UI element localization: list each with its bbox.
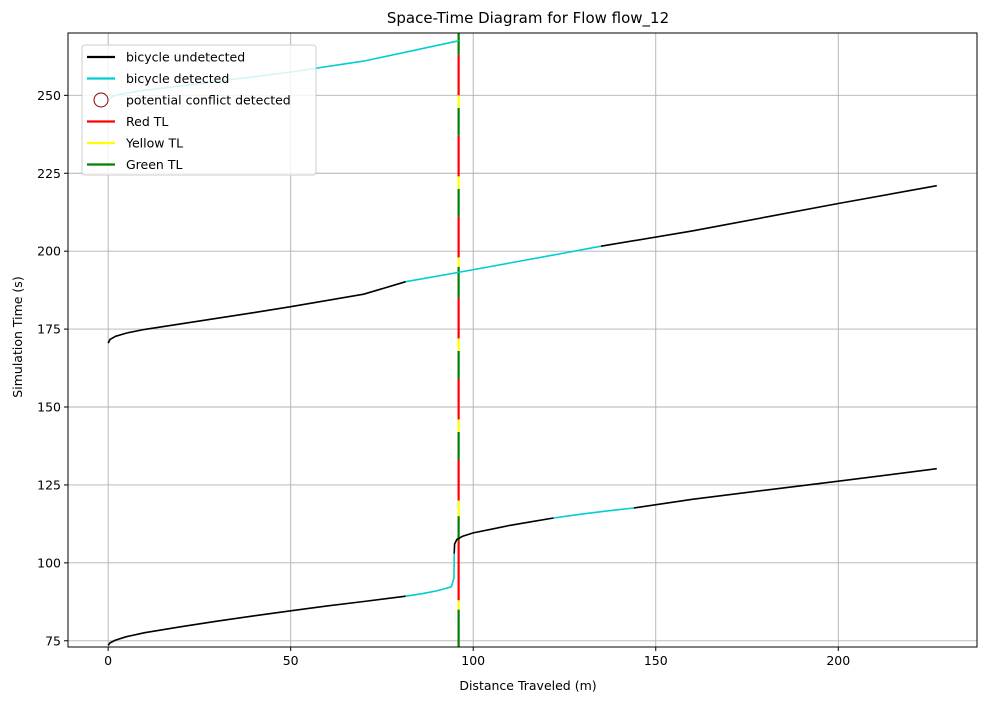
legend-conflict-marker [93, 92, 109, 108]
y-tick-label: 150 [37, 400, 61, 415]
y-tick-label: 200 [37, 244, 61, 259]
chart-title: Space-Time Diagram for Flow flow_12 [387, 9, 669, 28]
y-tick-label: 250 [37, 88, 61, 103]
plot-area-frame [67, 32, 978, 648]
trajectory-detected [553, 507, 634, 519]
trajectory-detected [405, 245, 602, 283]
legend-item: bicycle detected [87, 71, 229, 86]
legend-box [81, 44, 317, 176]
y-tick-label: 225 [37, 166, 61, 181]
legend-item: Green TL [87, 157, 182, 172]
legend-item: Red TL [87, 114, 168, 129]
x-tick-label: 200 [826, 653, 850, 668]
legend-label: bicycle undetected [126, 50, 245, 65]
y-axis-ticks: 75 100 125 150 175 200 225 250 [37, 88, 68, 648]
trajectory-undetected [107, 280, 406, 344]
x-tick-label: 50 [283, 653, 299, 668]
y-tick-label: 75 [45, 633, 61, 648]
grid [68, 33, 977, 647]
x-tick-label: 100 [461, 653, 485, 668]
trajectory-undetected [600, 184, 937, 247]
legend-label: Green TL [126, 157, 182, 172]
x-axis-ticks: 0 50 100 150 200 [104, 647, 850, 668]
trajectory-undetected [633, 467, 937, 509]
legend-label: potential conflict detected [126, 93, 291, 108]
legend-label: Yellow TL [125, 136, 183, 151]
trajectory-undetected [453, 517, 554, 554]
x-tick-label: 0 [104, 653, 112, 668]
y-tick-label: 100 [37, 555, 61, 570]
legend-label: bicycle detected [126, 71, 229, 86]
x-tick-label: 150 [644, 653, 668, 668]
y-tick-label: 125 [37, 477, 61, 492]
y-axis-label: Simulation Time (s) [10, 276, 25, 397]
legend-item: bicycle undetected [87, 50, 245, 65]
x-axis-label: Distance Traveled (m) [459, 678, 596, 693]
y-tick-label: 175 [37, 322, 61, 337]
trajectory-detected [405, 553, 456, 597]
legend-label: Red TL [126, 114, 168, 129]
legend-item: Yellow TL [87, 136, 183, 151]
trajectory-undetected [107, 595, 406, 646]
legend: bicycle undetected bicycle detected potent… [81, 44, 317, 176]
legend-item: potential conflict detected [93, 92, 291, 108]
